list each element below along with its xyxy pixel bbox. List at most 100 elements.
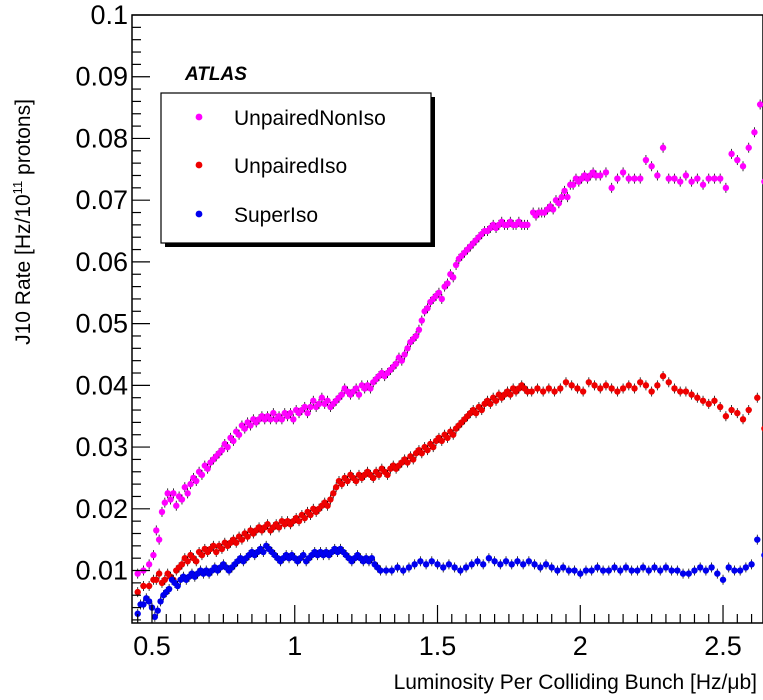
data-point: [405, 564, 413, 571]
data-point: [155, 536, 163, 543]
data-point: [502, 558, 510, 565]
data-point: [300, 551, 307, 559]
data-point: [754, 394, 761, 401]
data-point: [472, 409, 480, 417]
data-point: [728, 406, 735, 414]
data-point: [332, 484, 340, 491]
data-point: [150, 551, 157, 559]
data-point: [260, 548, 267, 556]
data-point: [549, 206, 557, 213]
data-point: [555, 200, 563, 207]
data-point: [404, 345, 411, 352]
data-point: [384, 471, 391, 479]
data-point: [170, 490, 177, 497]
data-point: [435, 289, 443, 296]
data-point: [241, 425, 248, 432]
data-point: [324, 397, 331, 404]
data-point: [370, 474, 377, 482]
data-point: [382, 567, 390, 574]
data-point: [492, 397, 500, 404]
data-point: [659, 372, 667, 380]
y-axis: 0.01 0.02 0.03 0.04 0.05 0.06 0.07 0.08 0.09 0.1: [75, 0, 150, 621]
data-point: [451, 564, 458, 571]
data-point: [574, 385, 581, 392]
data-point: [731, 567, 738, 574]
x-tick-label: 1.5: [419, 631, 457, 661]
data-point: [665, 379, 672, 386]
data-point: [565, 567, 573, 574]
data-point: [654, 172, 661, 179]
data-point: [588, 567, 595, 574]
data-point: [218, 545, 226, 553]
data-point: [716, 403, 724, 411]
data-point: [754, 536, 761, 543]
data-point: [438, 295, 445, 303]
data-point: [478, 406, 485, 414]
y-tick-label: 0.03: [75, 432, 128, 462]
data-point: [708, 564, 715, 571]
data-point: [711, 397, 718, 404]
data-point: [525, 558, 533, 565]
data-point: [554, 567, 561, 574]
legend-label: SuperIso: [234, 204, 318, 227]
data-point: [400, 567, 407, 574]
data-point: [699, 397, 707, 404]
data-point: [290, 416, 297, 423]
y-tick-label: 0.05: [75, 309, 128, 339]
data-point: [267, 416, 274, 423]
data-point: [418, 450, 426, 457]
data-point: [665, 175, 672, 182]
data-point: [605, 567, 613, 574]
data-point: [330, 490, 337, 497]
data-point: [577, 570, 584, 577]
data-point: [161, 499, 169, 506]
data-point: [537, 564, 544, 571]
data-point: [315, 400, 323, 408]
data-point: [368, 554, 376, 562]
x-axis-title: Luminosity Per Colliding Bunch [Hz/μb]: [394, 671, 757, 694]
data-point: [398, 357, 406, 364]
data-point: [424, 446, 431, 454]
data-point: [631, 385, 638, 392]
data-point: [430, 443, 437, 451]
data-point: [611, 564, 618, 571]
data-point: [545, 385, 553, 392]
data-point: [602, 382, 610, 389]
data-point: [344, 477, 351, 485]
data-point: [682, 388, 690, 395]
data-point: [145, 582, 153, 590]
data-point: [751, 129, 758, 136]
data-point: [558, 193, 565, 201]
data-point: [622, 564, 630, 571]
data-point: [597, 385, 604, 392]
y-tick-label: 0.02: [75, 494, 128, 524]
data-point: [705, 175, 712, 182]
data-point: [178, 496, 186, 503]
series-unpairednoniso: [134, 99, 763, 579]
data-point: [694, 175, 701, 182]
data-point: [619, 169, 627, 176]
data-point: [507, 391, 514, 398]
y-tick-label: 0.06: [75, 247, 128, 277]
data-point: [367, 385, 374, 392]
y-tick-label: 0.08: [75, 123, 128, 153]
data-point: [648, 388, 655, 395]
data-point: [167, 496, 174, 503]
data-point: [508, 561, 515, 568]
data-point: [614, 175, 621, 182]
data-point: [318, 394, 326, 401]
data-point: [301, 403, 308, 411]
data-point: [734, 409, 741, 417]
data-point: [716, 175, 724, 182]
data-point: [711, 175, 718, 182]
data-point: [725, 564, 732, 571]
data-point: [579, 388, 587, 395]
data-point: [542, 561, 550, 568]
data-point: [145, 598, 153, 605]
legend-marker: [195, 113, 203, 121]
data-point: [608, 385, 615, 392]
data-point: [688, 178, 695, 185]
legend: UnpairedNonIso UnpairedIso SuperIso: [160, 92, 435, 247]
data-point: [307, 511, 314, 519]
data-point: [247, 422, 254, 429]
